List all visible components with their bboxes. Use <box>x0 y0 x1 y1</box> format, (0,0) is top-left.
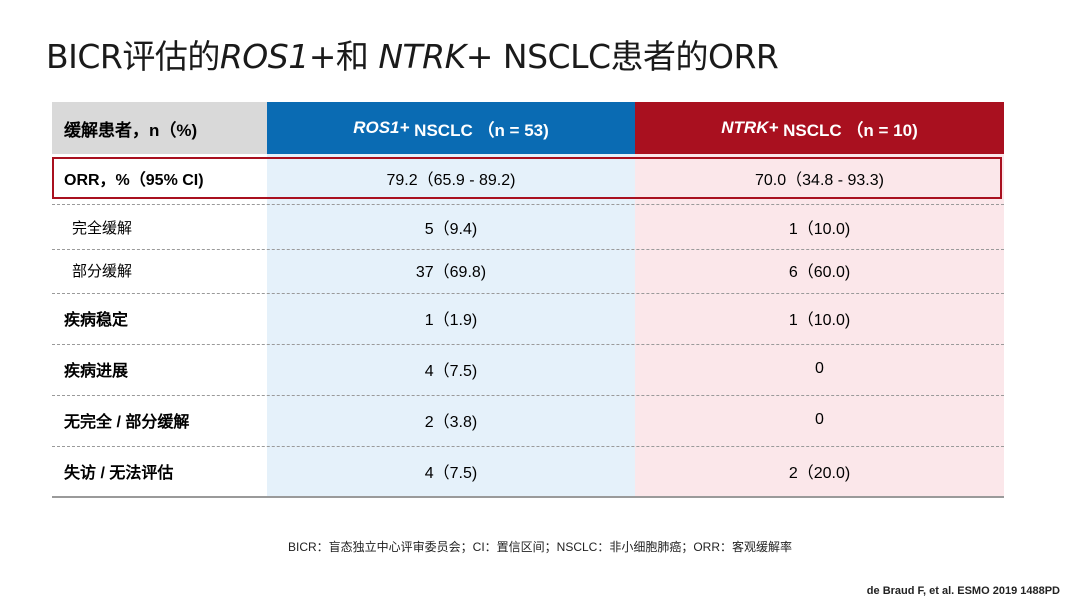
table-row-pd: 疾病进展 4（7.5) 0 <box>52 344 1004 394</box>
row-value-ntrk: 2（20.0) <box>788 465 851 482</box>
title-suffix: NSCLC患者的ORR <box>502 37 779 76</box>
row-value-ntrk: 1（10.0) <box>788 312 851 329</box>
row-label: 完全缓解 <box>72 219 133 237</box>
header-ntrk-italic: NTRK+ <box>721 118 779 137</box>
footnote: BICR：盲态独立中心评审委员会；CI：置信区间；NSCLC：非小细胞肺癌；OR… <box>287 540 792 554</box>
row-value-ros1: 5（9.4) <box>424 221 478 238</box>
row-value-ntrk: 0 <box>815 411 824 428</box>
row-value-ros1: 2（3.8) <box>424 414 478 431</box>
row-value-ntrk: 70.0（34.8 - 93.3) <box>755 172 884 189</box>
table-bottom-border <box>52 496 1004 498</box>
row-value-ros1: 4（7.5) <box>424 363 478 380</box>
title-ntrk: NTRK+ <box>378 37 493 76</box>
row-divider <box>52 446 1004 447</box>
row-value-ntrk: 1（10.0) <box>788 221 851 238</box>
header-ros1-cell: ROS1+ NSCLC （n = 53) <box>267 102 635 154</box>
header-ntrk-cell: NTRK+ NSCLC （n = 10) <box>635 102 1004 154</box>
header-ros1-italic: ROS1+ <box>353 118 410 137</box>
row-value-ros1: 1（1.9) <box>424 312 478 329</box>
reference: de Braud F, et al. ESMO 2019 1488PD <box>866 585 1060 597</box>
table-row-lost: 失访 / 无法评估 4（7.5) 2（20.0) <box>52 446 1004 496</box>
row-label: 疾病进展 <box>64 363 129 380</box>
row-value-ntrk: 6（60.0) <box>788 264 851 281</box>
table-row-orr: ORR，%（95% CI) 79.2（65.9 - 89.2) 70.0（34.… <box>52 157 1004 199</box>
orr-highlight-box <box>52 157 1002 199</box>
row-label: 失访 / 无法评估 <box>64 465 174 482</box>
header-ros1-rest: NSCLC （n = 53) <box>414 120 549 140</box>
table-row-sd: 疾病稳定 1（1.9) 1（10.0) <box>52 293 1004 343</box>
table-body: ORR，%（95% CI) 79.2（65.9 - 89.2) 70.0（34.… <box>52 154 1004 498</box>
row-divider <box>52 249 1004 250</box>
table-row-pr: 部分缓解 37（69.8) 6（60.0) <box>52 249 1004 291</box>
ros1-column-bg <box>267 154 635 498</box>
ntrk-column-bg <box>635 154 1004 498</box>
row-label: 无完全 / 部分缓解 <box>64 414 190 431</box>
row-label: ORR，%（95% CI) <box>64 172 204 189</box>
title-prefix: BICR评估的 <box>46 37 220 76</box>
title-middle: 和 <box>335 37 369 76</box>
row-value-ros1: 37（69.8) <box>415 264 487 281</box>
row-label: 部分缓解 <box>72 262 133 280</box>
row-value-ros1: 79.2（65.9 - 89.2) <box>386 172 516 189</box>
row-divider <box>52 344 1004 345</box>
row-value-ros1: 4（7.5) <box>424 465 478 482</box>
header-label: 缓解患者，n（%) <box>64 120 198 140</box>
table-row-no-response: 无完全 / 部分缓解 2（3.8) 0 <box>52 395 1004 445</box>
row-divider <box>52 395 1004 396</box>
table-row-cr: 完全缓解 5（9.4) 1（10.0) <box>52 206 1004 248</box>
row-value-ntrk: 0 <box>815 360 824 377</box>
title-ros1: ROS1+ <box>219 37 337 76</box>
row-divider <box>52 293 1004 294</box>
slide-title: BICR评估的ROS1+和 NTRK+ NSCLC患者的ORR <box>46 30 1046 78</box>
response-table: 缓解患者，n（%) ROS1+ NSCLC （n = 53) NTRK+ NSC… <box>52 102 1004 498</box>
row-label: 疾病稳定 <box>64 312 129 329</box>
row-divider <box>52 204 1004 205</box>
table-header: 缓解患者，n（%) ROS1+ NSCLC （n = 53) NTRK+ NSC… <box>52 102 1004 154</box>
header-ntrk-rest: NSCLC （n = 10) <box>783 120 918 140</box>
header-label-cell: 缓解患者，n（%) <box>52 102 267 154</box>
